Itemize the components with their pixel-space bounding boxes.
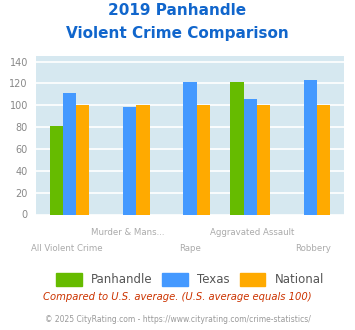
- Text: © 2025 CityRating.com - https://www.cityrating.com/crime-statistics/: © 2025 CityRating.com - https://www.city…: [45, 315, 310, 324]
- Text: Rape: Rape: [179, 244, 201, 253]
- Bar: [76, 105, 89, 214]
- Text: Robbery: Robbery: [295, 244, 332, 253]
- Bar: [244, 99, 257, 214]
- Bar: [317, 105, 330, 214]
- Bar: [136, 105, 149, 214]
- Bar: [50, 126, 63, 214]
- Text: Murder & Mans...: Murder & Mans...: [91, 228, 165, 237]
- Text: All Violent Crime: All Violent Crime: [31, 244, 102, 253]
- Text: Compared to U.S. average. (U.S. average equals 100): Compared to U.S. average. (U.S. average …: [43, 292, 312, 302]
- Bar: [63, 93, 76, 214]
- Bar: [197, 105, 210, 214]
- Text: Violent Crime Comparison: Violent Crime Comparison: [66, 26, 289, 41]
- Bar: [304, 80, 317, 214]
- Bar: [123, 108, 136, 214]
- Bar: [183, 82, 197, 214]
- Text: 2019 Panhandle: 2019 Panhandle: [108, 3, 247, 18]
- Bar: [230, 82, 244, 214]
- Bar: [257, 105, 270, 214]
- Legend: Panhandle, Texas, National: Panhandle, Texas, National: [51, 268, 329, 291]
- Text: Aggravated Assault: Aggravated Assault: [209, 228, 294, 237]
